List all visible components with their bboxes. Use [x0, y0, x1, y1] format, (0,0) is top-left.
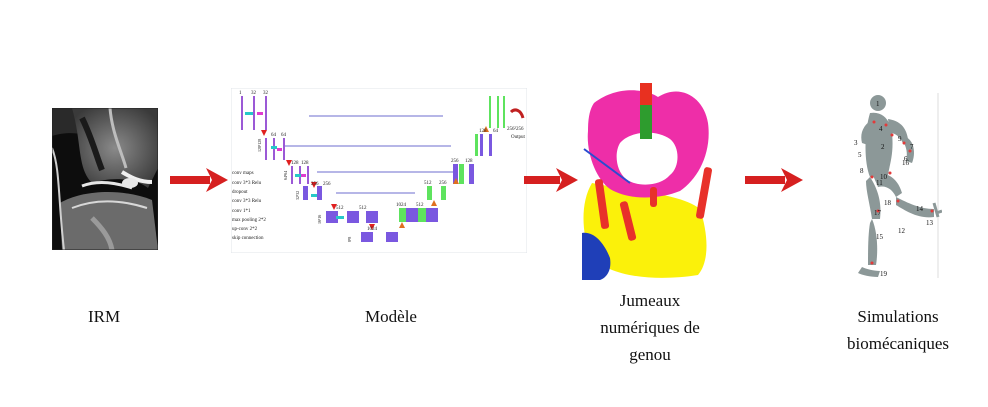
joint-number: 12 [898, 227, 906, 235]
joint-number: 7 [910, 143, 914, 151]
unet-legend-item: up-conv 2*2 [232, 227, 258, 232]
joint-number: 3 [854, 139, 858, 147]
joint-number: 15 [876, 233, 884, 241]
unet-stage4-label: 256 [311, 182, 319, 187]
unet-decoder-label: 128 [479, 129, 487, 134]
joint-number: 18 [884, 199, 892, 207]
unet-decoder-label: 64 [493, 129, 499, 134]
unet-legend-item: max pooling 2*2 [232, 218, 266, 223]
arrow-icon [745, 168, 803, 192]
unet-stage5-label: 512 [359, 206, 367, 211]
joint-number: 9 [898, 135, 902, 143]
unet-decoder-label: 256 [451, 159, 459, 164]
unet-stage1-label: 1 [239, 91, 242, 96]
joint-number: 4 [879, 125, 883, 133]
unet-stage2-label: 64 [271, 133, 277, 138]
unet-size-label: 8²8 [347, 237, 352, 242]
joint-number: 14 [916, 205, 924, 213]
unet-size-label: 128²128 [257, 139, 262, 152]
unet-stage1-label: 32 [263, 91, 269, 96]
unet-stage2-label: 64 [281, 133, 287, 138]
unet-stage3-label: 128 [291, 161, 299, 166]
joint-number: 2 [881, 143, 885, 151]
unet-size-label: 64²64 [283, 171, 288, 180]
unet-legend-item: conv 1*1 [232, 209, 251, 214]
joint-number: 5 [858, 151, 862, 159]
unet-legend-item: conv maps [232, 171, 254, 176]
unet-stage3-label: 128 [301, 161, 309, 166]
biomechanical-runner-model: 1 2 3 4 5 6 7 8 9 10 11 12 13 14 15 16 1… [848, 93, 942, 278]
unet-decoder-label: 512 [424, 181, 432, 186]
unet-size-label: 32²32 [295, 191, 300, 200]
unet-decoder-label: 128 [465, 159, 473, 164]
joint-number: 1 [876, 100, 880, 108]
joint-number: 11 [876, 179, 883, 187]
step-caption-simulations: Simulations biomécaniques [847, 307, 949, 353]
unet-stage4-label: 256 [323, 182, 331, 187]
unet-output-size: 256²256 [507, 126, 524, 132]
arrow-icon [524, 168, 578, 192]
unet-stage6-label: 1024 [367, 227, 378, 232]
knee-digital-twin-model [580, 83, 730, 280]
unet-stage1-label: 32 [251, 91, 257, 96]
unet-legend-item: conv 3*3 Relu [232, 199, 262, 204]
arrow-icon [170, 168, 228, 192]
joint-number: 19 [880, 270, 888, 278]
joint-number: 6 [904, 155, 908, 163]
unet-legend-item: skip connection [232, 236, 264, 241]
unet-decoder-label: 512 [416, 203, 424, 208]
step-caption-jumeaux: Jumeaux numériques de genou [600, 291, 700, 364]
step-caption-modele: Modèle [365, 307, 417, 326]
joint-number: 17 [874, 209, 882, 217]
mri-knee-image [52, 108, 158, 250]
unet-decoder-label: 1024 [396, 203, 407, 208]
step-caption-irm: IRM [87, 307, 121, 326]
unet-legend-item: conv 3*3 Relu [232, 181, 262, 186]
unet-size-label: 16²16 [317, 215, 322, 224]
joint-number: 10 [880, 173, 888, 181]
unet-decoder-label: 256 [439, 181, 447, 186]
joint-number: 16 [902, 159, 910, 167]
joint-number: 8 [860, 167, 864, 175]
unet-stage5-label: 512 [336, 206, 344, 211]
unet-output-label: Output [511, 135, 526, 140]
unet-legend-item: dropout [232, 190, 248, 195]
unet-model-diagram: 1 32 32 64 64 128 128 256 256 512 512 10… [231, 88, 527, 253]
joint-number: 13 [926, 219, 934, 227]
